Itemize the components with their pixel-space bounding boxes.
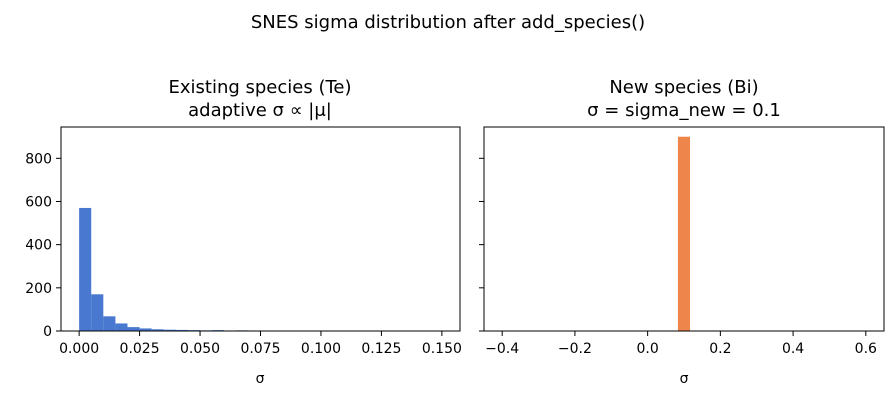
panel-new-species: New species (Bi) σ = sigma_new = 0.1 −0.… bbox=[479, 77, 885, 387]
x-tick-label: −0.4 bbox=[485, 341, 519, 357]
y-tick-label: 200 bbox=[25, 281, 52, 297]
y-tick-label: 600 bbox=[25, 194, 52, 210]
histogram-bar bbox=[115, 323, 128, 331]
histogram-bar bbox=[127, 327, 140, 331]
histogram-bar bbox=[139, 328, 152, 331]
x-tick-label: 0.025 bbox=[120, 341, 160, 357]
x-tick-label: 0.0 bbox=[637, 341, 659, 357]
x-axis-label: σ bbox=[680, 371, 689, 387]
x-tick-label: 0.000 bbox=[59, 341, 99, 357]
x-tick-label: 0.4 bbox=[782, 341, 804, 357]
x-tick-label: 0.125 bbox=[361, 341, 401, 357]
x-tick-label: 0.6 bbox=[855, 341, 877, 357]
histogram-bar bbox=[677, 136, 691, 331]
histogram-bars bbox=[677, 136, 691, 331]
panel-title-line1: New species (Bi) bbox=[609, 77, 758, 98]
x-tick-label: −0.2 bbox=[558, 341, 592, 357]
axes-frame bbox=[60, 126, 461, 332]
y-ticks bbox=[479, 157, 484, 332]
x-tick-label: 0.2 bbox=[709, 341, 731, 357]
x-tick-label: 0.075 bbox=[240, 341, 280, 357]
y-tick-label: 0 bbox=[43, 324, 52, 340]
histogram-bar bbox=[163, 329, 176, 331]
x-tick-label: 0.150 bbox=[422, 341, 462, 357]
histogram-bars bbox=[79, 207, 261, 331]
panel-title-line2: σ = sigma_new = 0.1 bbox=[587, 100, 781, 121]
x-tick-label: 0.050 bbox=[180, 341, 220, 357]
y-tick-label: 800 bbox=[25, 151, 52, 167]
axes-frame bbox=[483, 126, 885, 332]
x-ticks: −0.4 −0.2 0.0 0.2 0.4 0.6 bbox=[485, 331, 877, 357]
histogram-bar bbox=[103, 316, 116, 331]
y-ticks: 0 200 400 600 800 bbox=[25, 151, 61, 340]
x-ticks: 0.000 0.025 0.050 0.075 0.100 0.125 0.150 bbox=[59, 331, 462, 357]
histogram-bar bbox=[151, 329, 164, 331]
panel-title-line1: Existing species (Te) bbox=[168, 77, 351, 98]
x-tick-label: 0.100 bbox=[301, 341, 341, 357]
y-tick-label: 400 bbox=[25, 238, 52, 254]
figure-suptitle: SNES sigma distribution after add_specie… bbox=[251, 12, 645, 33]
x-axis-label: σ bbox=[256, 371, 265, 387]
histogram-bar bbox=[79, 207, 92, 331]
panel-title-line2: adaptive σ ∝ |μ| bbox=[188, 100, 332, 121]
panel-existing-species: Existing species (Te) adaptive σ ∝ |μ| 0… bbox=[25, 77, 462, 387]
histogram-bar bbox=[91, 294, 104, 331]
histogram-bar bbox=[175, 329, 188, 331]
